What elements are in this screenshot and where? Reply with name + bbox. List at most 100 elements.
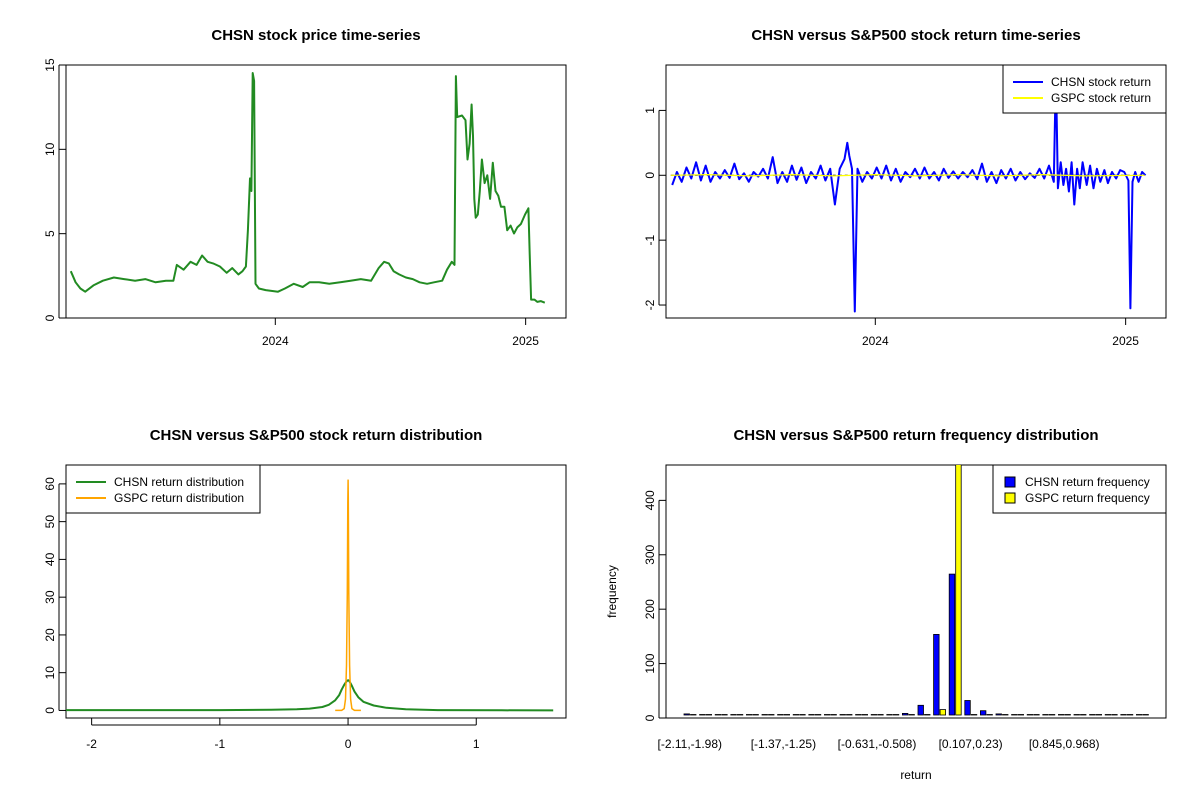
return-timeseries-panel: CHSN versus S&P500 stock return time-ser…	[643, 27, 1167, 348]
y-tick-label: 50	[43, 515, 57, 529]
y-tick-label: 0	[43, 314, 57, 321]
x-tick-label: -2	[86, 737, 97, 751]
y-tick-label: 30	[43, 590, 57, 604]
gspc-frequency-bar	[814, 714, 822, 716]
chart-title: CHSN versus S&P500 stock return time-ser…	[751, 27, 1080, 44]
bar-group	[683, 465, 1149, 716]
chsn-frequency-bar	[855, 714, 862, 716]
chsn-frequency-bar	[699, 714, 706, 716]
legend-label: CHSN stock return	[1051, 75, 1151, 89]
chsn-density-line	[66, 679, 554, 712]
chsn-frequency-bar	[917, 704, 924, 716]
gspc-frequency-bar	[705, 714, 712, 716]
chsn-frequency-bar	[1042, 714, 1049, 716]
chsn-frequency-bar	[761, 714, 768, 716]
gspc-return-line	[670, 174, 1145, 177]
chsn-frequency-bar	[1136, 714, 1143, 716]
gspc-frequency-bar	[1033, 714, 1040, 716]
x-axis-title: return	[900, 768, 931, 782]
x-tick-label: [0.845,0.968)	[1029, 737, 1100, 751]
chart-title: CHSN stock price time-series	[211, 27, 420, 44]
x-tick-label: [-0.631,-0.508)	[838, 737, 917, 751]
legend-swatch	[1004, 476, 1016, 488]
plot-frame	[665, 464, 1167, 719]
y-tick-label: -2	[643, 299, 657, 310]
gspc-frequency-bar	[846, 714, 853, 716]
gspc-frequency-bar	[690, 714, 697, 716]
gspc-frequency-bar	[752, 714, 759, 716]
gspc-frequency-bar	[830, 714, 837, 716]
x-tick-label: 2024	[862, 334, 889, 348]
chsn-frequency-bar	[714, 714, 722, 716]
chsn-frequency-bar	[746, 714, 753, 716]
chsn-frequency-bar	[808, 714, 815, 716]
gspc-frequency-bar	[1095, 714, 1102, 716]
legend-label: CHSN return frequency	[1025, 475, 1150, 489]
x-tick-label: 2025	[1112, 334, 1139, 348]
chsn-frequency-bar	[995, 713, 1002, 716]
plot-frame	[65, 464, 567, 719]
y-tick-label: 100	[643, 653, 657, 673]
chsn-frequency-bar	[1058, 714, 1065, 716]
gspc-frequency-bar	[799, 714, 806, 716]
gspc-frequency-bar	[939, 709, 946, 716]
gspc-frequency-bar	[736, 714, 744, 716]
chsn-frequency-bar	[980, 710, 987, 716]
legend-label: CHSN return distribution	[114, 475, 244, 489]
x-tick-label: [0.107,0.23)	[939, 737, 1003, 751]
chsn-frequency-bar	[1089, 714, 1096, 716]
chsn-frequency-bar	[870, 714, 878, 716]
gspc-frequency-bar	[1002, 714, 1009, 716]
gspc-frequency-bar	[955, 465, 962, 716]
legend-box	[1002, 64, 1167, 114]
chsn-frequency-bar	[886, 714, 893, 716]
gspc-frequency-bar	[783, 714, 790, 716]
y-tick-label: 400	[643, 490, 657, 510]
legend-box	[992, 464, 1167, 514]
chsn-frequency-bar	[824, 714, 831, 716]
y-tick-label: 60	[43, 477, 57, 491]
gspc-frequency-bar	[1064, 714, 1071, 716]
gspc-frequency-bar	[1126, 714, 1134, 716]
gspc-frequency-bar	[877, 714, 884, 716]
x-tick-label: [-2.11,-1.98)	[658, 737, 722, 751]
gspc-frequency-bar	[892, 714, 900, 716]
y-tick-label: 0	[43, 707, 57, 714]
gspc-frequency-bar	[1142, 714, 1149, 716]
y-tick-label: 20	[43, 628, 57, 642]
legend-label: GSPC stock return	[1051, 91, 1151, 105]
price-timeseries-panel: CHSN stock price time-series 0 5 10 15 2024 20…	[43, 27, 567, 348]
gspc-frequency-bar	[986, 714, 993, 716]
legend-swatch	[1004, 492, 1016, 504]
x-tick-label: 1	[473, 737, 480, 751]
chart-title: CHSN versus S&P500 stock return distribu…	[150, 427, 483, 444]
legend-label: GSPC return distribution	[114, 491, 244, 505]
y-tick-label: 5	[43, 230, 57, 237]
return-distribution-panel: CHSN versus S&P500 stock return distribu…	[43, 427, 567, 751]
gspc-frequency-bar	[924, 714, 931, 716]
gspc-frequency-bar	[1080, 714, 1087, 716]
y-tick-label: 40	[43, 552, 57, 566]
chsn-price-line	[69, 72, 546, 304]
chsn-frequency-bar	[902, 713, 909, 716]
chsn-frequency-bar	[1011, 714, 1018, 716]
y-tick-label: -1	[643, 234, 657, 245]
chsn-frequency-bar	[964, 700, 971, 716]
chsn-frequency-bar	[1026, 714, 1034, 716]
y-tick-label: 200	[643, 599, 657, 619]
y-tick-label: 1	[643, 107, 657, 114]
chsn-frequency-bar	[839, 714, 846, 716]
chsn-frequency-bar	[1104, 714, 1112, 716]
chsn-frequency-bar	[1120, 714, 1127, 716]
y-tick-label: 300	[643, 544, 657, 564]
gspc-frequency-bar	[1048, 714, 1056, 716]
y-tick-label: 0	[643, 172, 657, 179]
x-tick-label: [-1.37,-1.25)	[751, 737, 816, 751]
chsn-frequency-bar	[777, 714, 784, 716]
y-tick-label: 15	[43, 58, 57, 72]
gspc-density-line	[335, 479, 361, 712]
x-tick-label: 2025	[512, 334, 539, 348]
plot-frame	[665, 64, 1167, 319]
